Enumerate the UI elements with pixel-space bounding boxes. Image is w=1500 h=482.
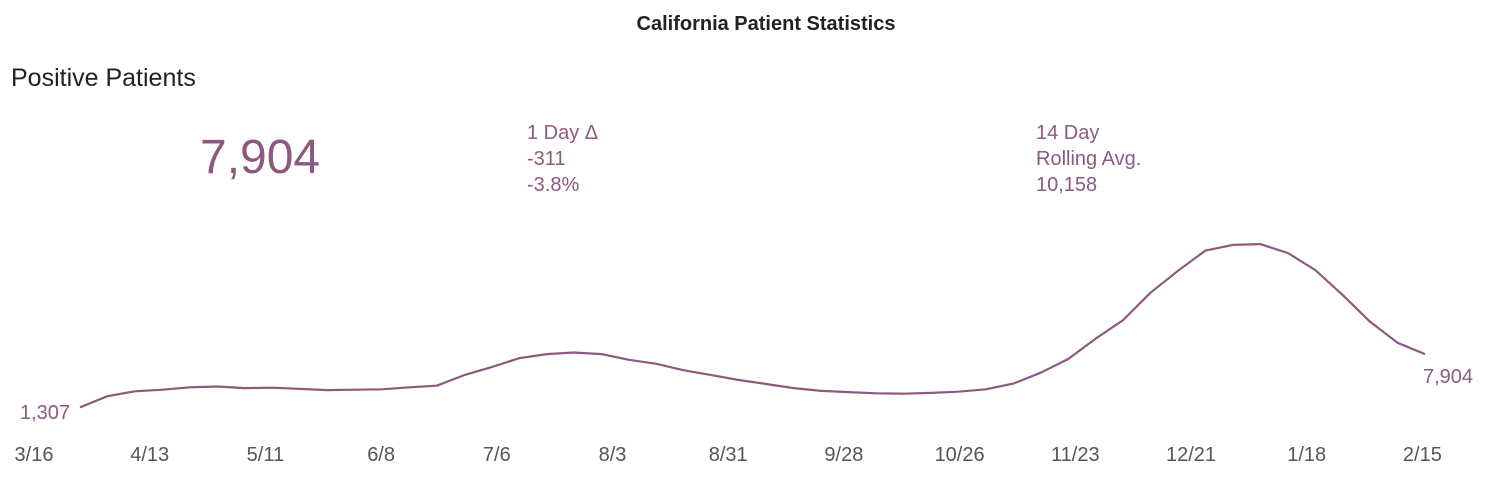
- x-tick-label: 8/31: [709, 444, 748, 466]
- x-tick-label: 6/8: [367, 444, 395, 466]
- start-value-label: 1,307: [20, 402, 70, 424]
- x-tick-label: 9/28: [824, 444, 863, 466]
- one-day-percent: -3.8%: [527, 174, 580, 196]
- current-value: 7,904: [200, 131, 321, 184]
- x-axis-ticks: 3/16 4/13 5/11 6/8 7/6 8/3 8/31 9/28 10/26 11/23 1…: [15, 444, 1442, 466]
- x-tick-label: 12/21: [1166, 444, 1216, 466]
- chart-title: California Patient Statistics: [636, 13, 896, 35]
- x-tick-label: 10/26: [935, 444, 985, 466]
- one-day-label: 1 Day Δ: [527, 122, 599, 144]
- x-tick-label: 11/23: [1051, 444, 1100, 466]
- x-tick-label: 1/18: [1287, 444, 1326, 466]
- series-line: [79, 243, 1426, 409]
- rolling-avg-block: 14 Day Rolling Avg. 10,158: [1036, 120, 1141, 198]
- x-tick-label: 3/16: [15, 444, 54, 466]
- rolling-label-line2: Rolling Avg.: [1036, 148, 1142, 170]
- end-value-label: 7,904: [1423, 366, 1473, 388]
- x-tick-label: 4/13: [130, 444, 169, 466]
- x-tick-label: 5/11: [247, 444, 284, 466]
- x-tick-label: 8/3: [599, 444, 627, 466]
- one-day-change: -311: [527, 148, 566, 170]
- chart-subtitle: Positive Patients: [11, 64, 196, 92]
- x-tick-label: 7/6: [483, 444, 511, 466]
- one-day-change-block: 1 Day Δ -311 -3.8%: [527, 120, 598, 198]
- rolling-label-line1: 14 Day: [1036, 122, 1100, 144]
- rolling-avg-value: 10,158: [1036, 174, 1098, 196]
- x-tick-label: 2/15: [1403, 444, 1442, 466]
